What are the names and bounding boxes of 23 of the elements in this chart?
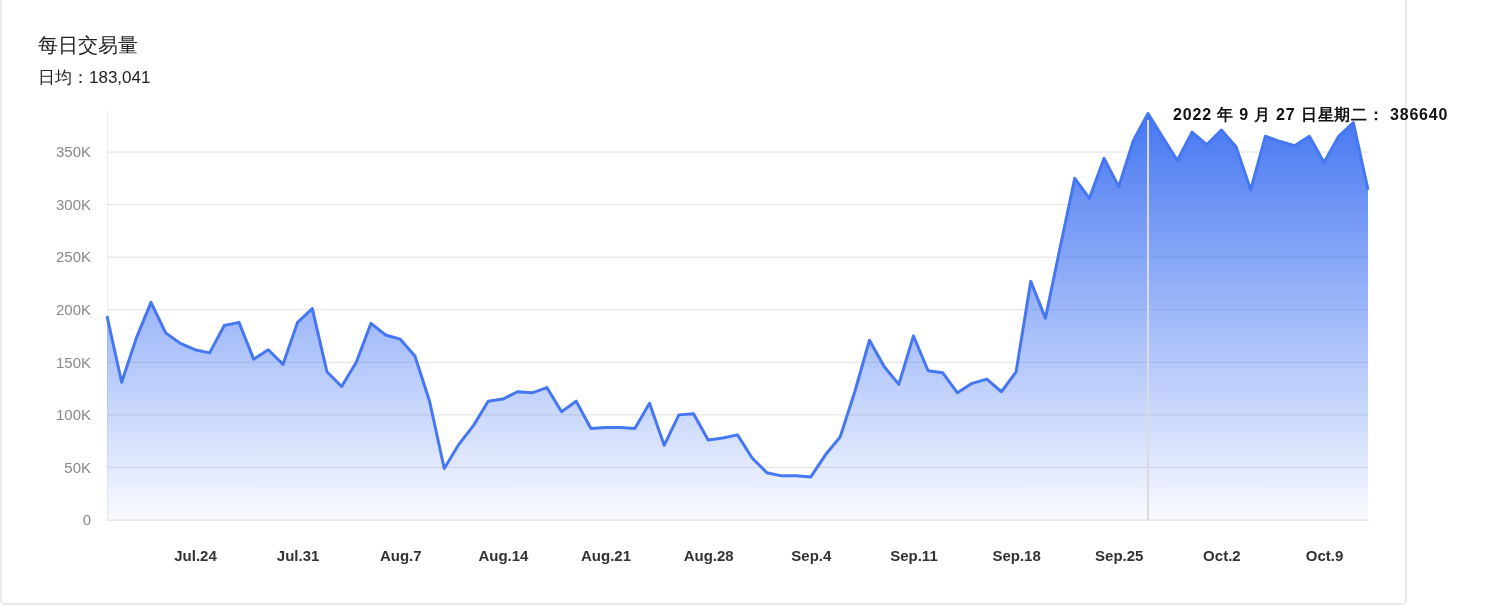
x-tick-label: Aug.7 [379,546,422,564]
x-tick-label: Oct.2 [1203,546,1241,564]
x-tick-label: Oct.9 [1305,546,1344,564]
y-tick-label: 50K [64,458,91,476]
y-tick-label: 0 [82,511,91,529]
y-tick-label: 150K [55,353,91,371]
x-tick-label: Jul.31 [276,546,320,564]
x-tick-label: Sep.18 [992,546,1041,564]
x-tick-label: Aug.14 [478,546,530,564]
x-tick-label: Aug.28 [683,546,734,564]
y-tick-label: 250K [55,248,91,266]
y-tick-label: 100K [55,406,91,424]
chart-title: 每日交易量 [38,34,138,56]
annotation: 2022 年 9 月 27 日星期二： 386640 [1173,105,1449,123]
x-tick-label: Sep.25 [1095,546,1144,564]
y-tick-label: 300K [55,195,91,213]
x-tick-label: Aug.21 [581,546,632,564]
y-tick-label: 200K [55,301,91,319]
x-tick-label: Jul.24 [174,546,218,564]
chart-subtitle: 日均：183,041 [38,68,151,87]
x-tick-label: Sep.4 [791,546,832,564]
x-tick-label: Sep.11 [890,546,938,564]
y-tick-label: 350K [55,143,91,161]
